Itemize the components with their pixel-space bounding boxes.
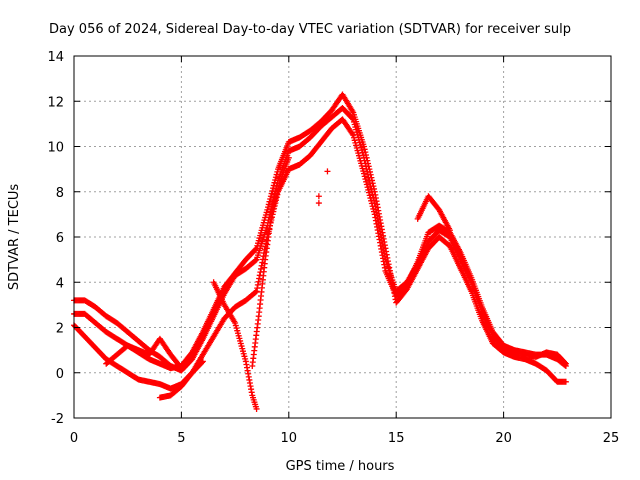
data-point-trace-a	[252, 257, 259, 264]
data-point-trace-e	[253, 405, 260, 412]
data-point-trace-c	[366, 192, 373, 199]
data-point-trace-b	[371, 185, 378, 192]
data-point-trace-b	[364, 157, 371, 164]
y-tick-label: 14	[47, 50, 64, 65]
data-point-trace-b	[361, 146, 368, 153]
y-tick-label: 8	[56, 186, 64, 201]
data-point-outliers	[324, 168, 331, 175]
data-point-trace-b	[273, 171, 280, 178]
data-point-trace-f	[285, 154, 292, 161]
data-point-trace-b	[252, 246, 259, 253]
data-point-trace-b	[360, 143, 367, 150]
data-point-trace-b	[272, 174, 279, 181]
x-tick-label: 5	[177, 431, 185, 446]
data-point-trace-c	[362, 176, 369, 183]
data-point-trace-b	[268, 190, 275, 197]
data-point-trace-b	[365, 163, 372, 170]
data-point-trace-c	[561, 362, 568, 369]
data-point-trace-b	[266, 198, 273, 205]
data-point-trace-b	[267, 193, 274, 200]
y-tick-label: 4	[56, 276, 64, 291]
data-point-trace-b	[271, 179, 278, 186]
data-point-trace-b	[265, 204, 272, 211]
data-point-trace-b	[270, 185, 277, 192]
data-point-trace-b	[269, 187, 276, 194]
data-point-trace-g	[446, 227, 453, 234]
y-tick-label: 10	[47, 141, 64, 156]
y-tick-label: -2	[51, 412, 64, 427]
data-point-trace-c	[368, 197, 375, 204]
data-point-trace-h	[198, 359, 205, 366]
data-point-trace-b	[267, 195, 274, 202]
data-point-trace-b	[369, 177, 376, 184]
data-point-trace-c	[363, 178, 370, 185]
data-point-trace-c	[360, 170, 367, 177]
data-point-trace-c	[363, 181, 370, 188]
x-tick-label: 10	[281, 431, 298, 446]
data-point-trace-c	[364, 184, 371, 191]
data-point-trace-b	[367, 168, 374, 175]
data-layer	[71, 91, 569, 412]
data-point-trace-c	[365, 186, 372, 193]
data-point-trace-b	[562, 378, 569, 385]
grid-layer	[74, 56, 611, 418]
data-point-trace-b	[365, 160, 372, 167]
x-tick-label: 20	[495, 431, 512, 446]
data-point-trace-d	[177, 364, 184, 371]
x-tick-label: 0	[70, 431, 78, 446]
y-tick-label: 0	[56, 367, 64, 382]
data-point-trace-b	[369, 180, 376, 187]
data-point-trace-c	[349, 130, 356, 137]
data-point-trace-b	[362, 151, 369, 158]
data-point-trace-b	[270, 182, 277, 189]
data-point-trace-b	[368, 174, 375, 181]
data-point-trace-b	[362, 149, 369, 156]
y-tick-label: 6	[56, 231, 64, 246]
x-axis-label: GPS time / hours	[286, 459, 395, 474]
data-point-trace-b	[363, 154, 370, 161]
data-point-trace-b	[367, 171, 374, 178]
y-tick-label: 2	[56, 322, 64, 337]
data-point-trace-c	[562, 362, 569, 369]
data-point-trace-c	[368, 200, 375, 207]
data-point-outliers	[315, 200, 322, 207]
y-tick-label: 12	[47, 95, 64, 110]
data-point-trace-b	[264, 206, 271, 213]
data-point-trace-c	[365, 189, 372, 196]
data-point-trace-h	[199, 358, 206, 365]
chart-title: Day 056 of 2024, Sidereal Day-to-day VTE…	[49, 22, 571, 37]
y-axis-label: SDTVAR / TECUs	[7, 184, 22, 291]
data-point-trace-b	[265, 201, 272, 208]
data-point-trace-c	[369, 203, 376, 210]
data-point-trace-b	[274, 168, 281, 175]
data-point-trace-c	[367, 195, 374, 202]
data-point-trace-b	[366, 166, 373, 173]
data-point-trace-c	[252, 289, 259, 296]
data-point-outliers	[315, 193, 322, 200]
x-tick-label: 25	[603, 431, 620, 446]
data-point-trace-c	[361, 173, 368, 180]
x-tick-label: 15	[388, 431, 405, 446]
data-point-trace-b	[370, 183, 377, 190]
data-point-trace-c	[371, 208, 378, 215]
data-point-trace-c	[370, 205, 377, 212]
data-point-trace-b	[272, 176, 279, 183]
ticks-layer: 0 5 10 15 20 25 -2 0 2 4 6 8 10 12 14	[47, 50, 619, 446]
data-point-trace-d	[178, 365, 185, 372]
